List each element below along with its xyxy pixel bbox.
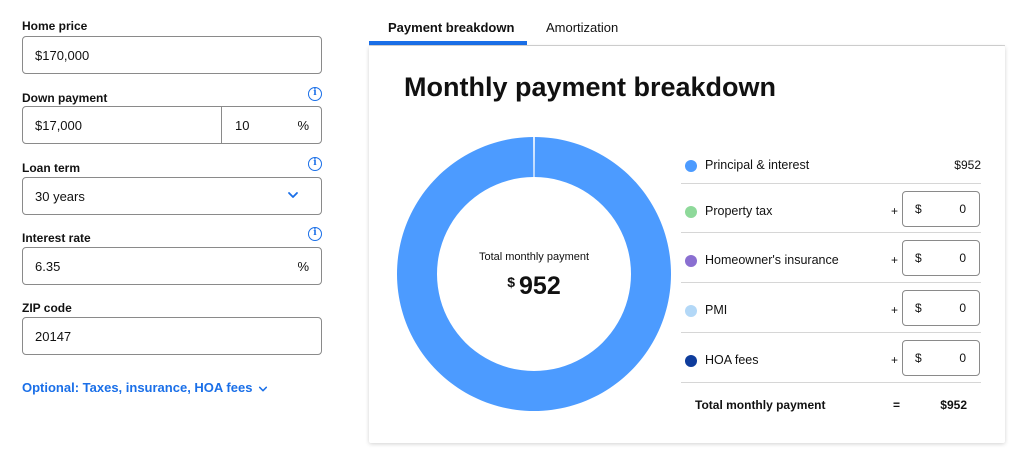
optional-costs-label: Optional: Taxes, insurance, HOA fees <box>22 380 253 395</box>
down-payment-divider <box>221 107 222 143</box>
tab-payment-breakdown[interactable]: Payment breakdown <box>388 20 515 35</box>
chevron-down-icon <box>259 386 268 391</box>
zip-code-value: 20147 <box>35 329 72 344</box>
pmi-value: 0 <box>959 301 966 315</box>
optional-costs-toggle[interactable]: Optional: Taxes, insurance, HOA fees <box>22 380 268 395</box>
payment-breakdown-card: Monthly payment breakdown Total monthly … <box>369 46 1005 443</box>
currency-symbol: $ <box>915 251 922 265</box>
plus-sign: + <box>891 303 899 317</box>
total-amount: $952 <box>940 398 967 412</box>
divider <box>681 232 981 233</box>
total-label: Total monthly payment <box>695 398 826 412</box>
tab-bar: Payment breakdown Amortization <box>369 12 1005 46</box>
breakdown-label: PMI <box>705 303 728 317</box>
property-tax-value: 0 <box>959 202 966 216</box>
legend-dot-hoa-fees <box>685 355 697 367</box>
hoa-fees-value: 0 <box>959 351 966 365</box>
interest-rate-value: 6.35 <box>35 259 61 274</box>
card-title: Monthly payment breakdown <box>404 72 777 102</box>
interest-rate-input[interactable]: 6.35 % <box>22 247 322 285</box>
down-payment-percent[interactable]: 10 <box>235 118 250 133</box>
breakdown-label: Property tax <box>705 204 773 218</box>
legend-dot-pmi <box>685 305 697 317</box>
interest-rate-label: Interest rate <box>22 231 91 245</box>
down-payment-label: Down payment <box>22 91 108 105</box>
plus-sign: + <box>891 204 899 218</box>
divider <box>681 183 981 184</box>
legend-dot-principal <box>685 160 697 172</box>
home-price-value: $170,000 <box>35 48 90 63</box>
legend-dot-homeowners-insurance <box>685 255 697 267</box>
divider <box>681 332 981 333</box>
interest-rate-info-icon[interactable]: i <box>308 227 322 241</box>
currency-symbol: $ <box>915 351 922 365</box>
active-tab-indicator <box>369 41 527 45</box>
currency-symbol: $ <box>915 301 922 315</box>
plus-sign: + <box>891 353 899 367</box>
home-price-input[interactable]: $170,000 <box>22 36 322 74</box>
home-price-label: Home price <box>22 19 88 33</box>
donut-center-label: Total monthly payment <box>478 251 590 263</box>
pmi-input[interactable]: $ 0 <box>902 290 980 326</box>
loan-term-info-icon[interactable]: i <box>308 157 322 171</box>
legend-dot-property-tax <box>685 206 697 218</box>
breakdown-label: Principal & interest <box>705 158 810 172</box>
loan-term-select[interactable]: 30 years <box>22 177 322 215</box>
homeowners-insurance-value: 0 <box>959 251 966 265</box>
down-payment-input-group: $17,000 10 % <box>22 106 322 144</box>
chevron-down-icon <box>288 192 298 198</box>
breakdown-amount: $952 <box>954 158 981 172</box>
loan-term-value: 30 years <box>35 189 85 204</box>
zip-code-label: ZIP code <box>22 301 72 315</box>
currency-symbol: $ <box>915 202 922 216</box>
donut-currency: $ <box>507 274 516 290</box>
breakdown-label: Homeowner's insurance <box>705 253 839 267</box>
loan-term-label: Loan term <box>22 161 81 175</box>
plus-sign: + <box>891 253 899 267</box>
property-tax-input[interactable]: $ 0 <box>902 191 980 227</box>
divider <box>681 282 981 283</box>
tab-amortization[interactable]: Amortization <box>546 20 619 35</box>
zip-code-input[interactable]: 20147 <box>22 317 322 355</box>
equals-sign: = <box>893 398 901 412</box>
hoa-fees-input[interactable]: $ 0 <box>902 340 980 376</box>
divider <box>681 382 981 383</box>
homeowners-insurance-input[interactable]: $ 0 <box>902 240 980 276</box>
percent-symbol: % <box>297 259 309 274</box>
donut-center-amount: $952 <box>396 272 672 301</box>
donut-total-value: 952 <box>519 272 561 300</box>
percent-symbol: % <box>297 118 309 133</box>
down-payment-value[interactable]: $17,000 <box>35 118 82 133</box>
breakdown-label: HOA fees <box>705 353 759 367</box>
down-payment-info-icon[interactable]: i <box>308 87 322 101</box>
